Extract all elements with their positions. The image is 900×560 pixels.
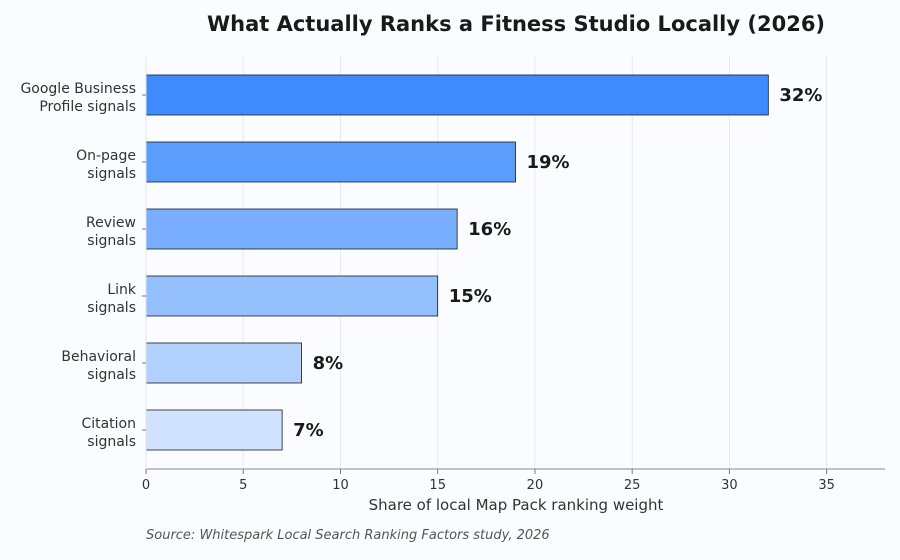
bar-5 [145,409,283,451]
value-label-2: 16% [468,219,511,240]
value-label-0: 32% [779,85,822,106]
value-label-1: 19% [527,152,570,173]
category-labels: Google Business Profile signals On-page sig… [20,81,136,450]
bar-1 [145,141,516,183]
x-tick-label-30: 30 [721,478,738,493]
bar-4 [145,342,302,384]
x-axis: 0 5 10 15 20 25 30 35 [142,56,885,493]
bar-2 [145,208,458,250]
category-label-2-line-0: Review [86,215,136,231]
category-label-1: On-page signals [76,148,136,182]
grid-lines [242,56,828,469]
value-label-3: 15% [449,286,492,307]
x-tick-label-0: 0 [142,478,150,493]
bars: 32% 19% 16% 15% 8% 7% [145,74,822,451]
source-note: Source: Whitespark Local Search Ranking … [146,528,550,543]
x-tick-label-35: 35 [818,478,835,493]
category-label-5-line-0: Citation [81,416,136,432]
category-label-0-line-0: Google Business [20,81,136,97]
category-label-3-line-0: Link [107,282,137,298]
value-label-5: 7% [293,420,324,441]
bar-0 [145,74,769,116]
category-label-1-line-0: On-page [76,148,136,164]
bar-3 [145,275,439,317]
category-label-1-line-1: signals [87,166,136,182]
x-tick-label-10: 10 [332,478,349,493]
x-tick-label-20: 20 [527,478,544,493]
chart-title: What Actually Ranks a Fitness Studio Loc… [207,12,825,36]
category-label-0-line-1: Profile signals [39,99,136,115]
x-axis-title: Share of local Map Pack ranking weight [369,496,664,514]
category-label-2: Review signals [86,215,136,249]
category-label-2-line-1: signals [87,233,136,249]
category-label-4-line-0: Behavioral [61,349,136,365]
x-tick-label-25: 25 [624,478,641,493]
value-label-4: 8% [313,353,344,374]
category-label-4-line-1: signals [87,367,136,383]
category-label-4: Behavioral signals [61,349,136,383]
category-label-0: Google Business Profile signals [20,81,136,115]
category-label-5: Citation signals [81,416,136,450]
category-label-3: Link signals [87,282,137,316]
category-label-5-line-1: signals [87,434,136,450]
category-label-3-line-1: signals [87,300,136,316]
x-tick-label-5: 5 [239,478,247,493]
x-tick-label-15: 15 [429,478,446,493]
